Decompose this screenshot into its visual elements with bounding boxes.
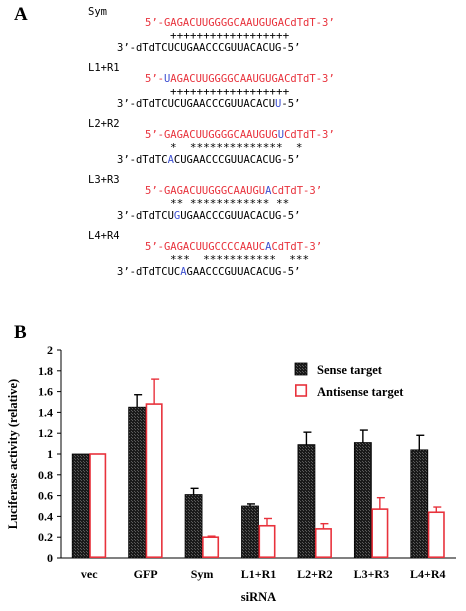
antisense-bar (145, 403, 163, 558)
sense-strand: 5’-GAGACUUGCCCCAAUCACdTdT-3’ (145, 241, 323, 253)
x-axis-label: siRNA (241, 590, 276, 604)
y-tick-label: 1.2 (38, 426, 53, 440)
antisense-strand: 3’-dTdTCUCAGAACCCGUUACACUG-5’ (117, 266, 301, 278)
antisense-bar (371, 508, 389, 558)
sense-bar (241, 505, 259, 559)
antisense-strand: 3’-dTdTCACUGAACCCGUUACACUG-5’ (117, 154, 301, 166)
antisense-bar (258, 524, 276, 559)
x-tick-label: Sym (191, 567, 214, 581)
group-label: L2+R2 (88, 118, 120, 130)
legend-swatch-sense (294, 362, 308, 376)
y-tick-label: 2 (47, 343, 53, 357)
group-label: L3+R3 (88, 174, 120, 186)
y-tick-label: 0.6 (38, 489, 53, 503)
pairing-marks: ++++++++++++++++++ (170, 29, 290, 42)
x-tick-label: vec (81, 567, 98, 581)
sense-strand: 5’-UAGACUUGGGGCAAUGUGACdTdT-3’ (145, 73, 335, 85)
antisense-strand: 3’-dTdTCUCUGAACCCGUUACACUG-5’ (117, 42, 301, 54)
antisense-strand: 3’-dTdTCUCUGAACCCGUUACACUU-5’ (117, 98, 301, 110)
group-label: L1+R1 (88, 62, 120, 74)
y-tick-label: 1.4 (38, 405, 53, 419)
pairing-marks: ++++++++++++++++++ (170, 85, 290, 98)
legend-label-sense: Sense target (317, 363, 383, 377)
sense-strand: 5’-GAGACUUGGGGCAAUGUGACdTdT-3’ (145, 17, 335, 29)
group-label: L4+R4 (88, 230, 120, 242)
sense-bar (353, 442, 372, 559)
y-tick-label: 1.6 (38, 385, 53, 399)
y-tick-label: 0.2 (38, 530, 53, 544)
x-tick-label: L4+R4 (410, 567, 446, 581)
pairing-marks: ** ************ ** (170, 197, 290, 210)
x-tick-label: L3+R3 (354, 567, 390, 581)
x-tick-label: L1+R1 (241, 567, 277, 581)
y-tick-label: 0.8 (38, 468, 53, 482)
antisense-bar (202, 536, 220, 559)
y-tick-label: 0.4 (38, 509, 53, 523)
panel-a-letter: A (14, 4, 28, 25)
antisense-strand: 3’-dTdTCUGUGAACCCGUUACACUG-5’ (117, 210, 301, 222)
legend-label-antisense: Antisense target (317, 385, 404, 399)
sense-bar (410, 449, 429, 559)
antisense-bar (427, 511, 445, 558)
sense-strand: 5’-GAGACUUGGGGCAAUGUGUCdTdT-3’ (145, 129, 335, 141)
x-tick-label: GFP (134, 567, 158, 581)
pairing-marks: *** *********** *** (170, 253, 310, 266)
antisense-bar (89, 453, 107, 558)
sense-bar (297, 444, 316, 559)
group-label: Sym (88, 6, 107, 18)
sense-bar (128, 406, 147, 559)
panel-b-letter: B (14, 322, 27, 343)
x-tick-label: L2+R2 (297, 567, 333, 581)
y-tick-label: 1 (47, 447, 53, 461)
sense-bar (184, 494, 203, 559)
antisense-bar (314, 528, 332, 559)
sense-bar (71, 453, 90, 559)
pairing-marks: * ************** * (170, 141, 303, 154)
sense-strand: 5’-GAGACUUGGGCAAUGUACdTdT-3’ (145, 185, 323, 197)
legend-swatch-antisense (294, 384, 308, 397)
y-tick-label: 1.8 (38, 364, 53, 378)
y-axis-label: Luciferase activity (relative) (6, 379, 20, 529)
y-tick-label: 0 (47, 551, 53, 565)
